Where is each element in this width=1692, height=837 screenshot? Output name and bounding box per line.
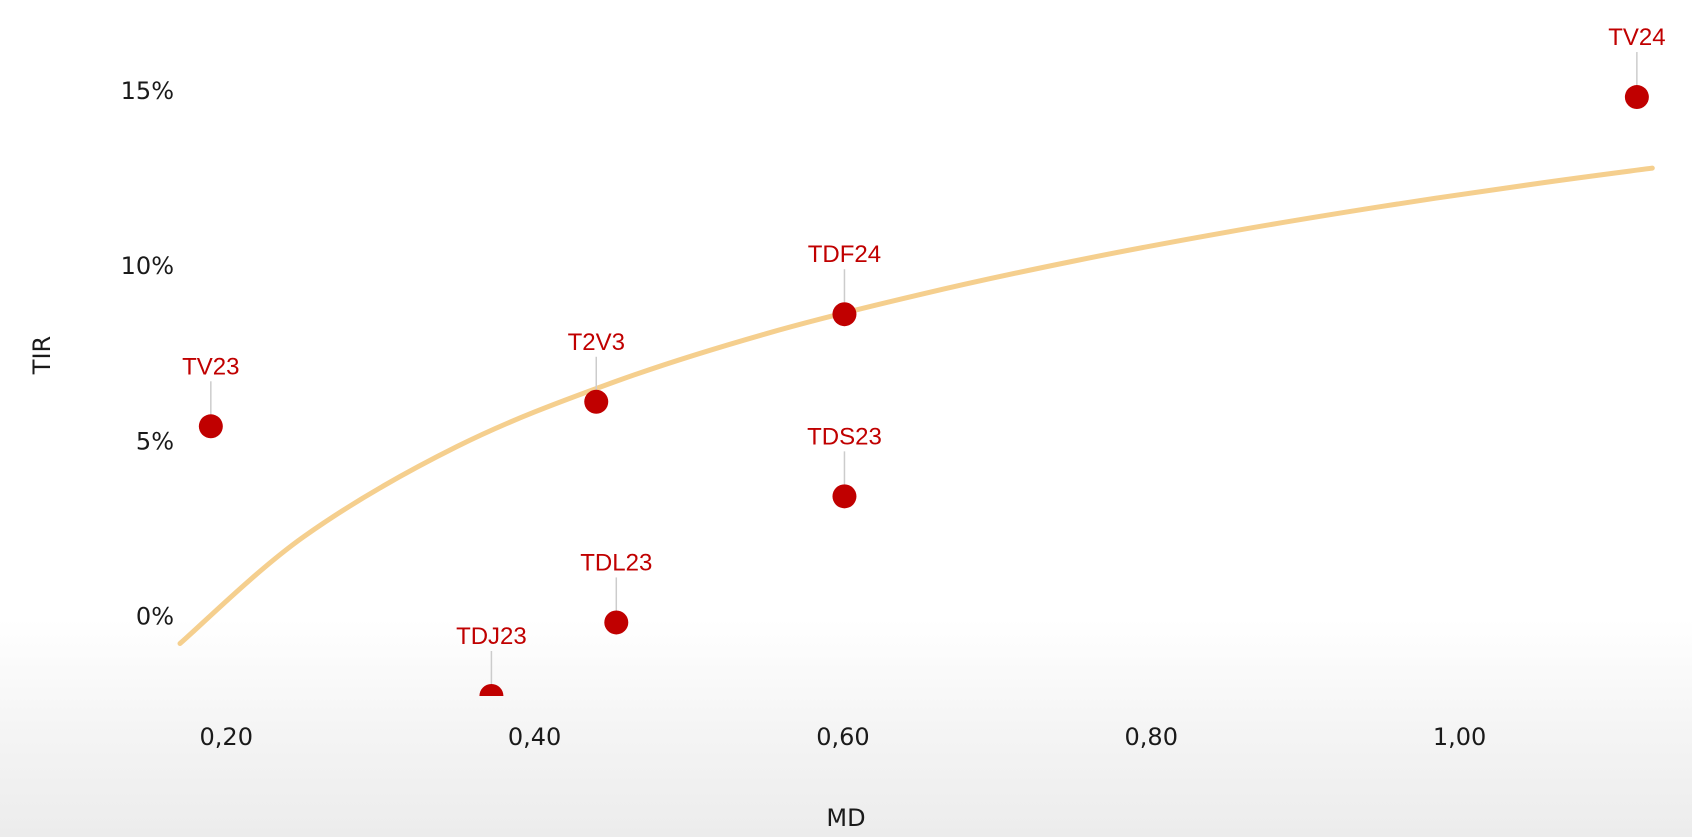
x-tick-label: 0,20 xyxy=(200,723,253,751)
x-tick-label: 0,80 xyxy=(1125,723,1178,751)
point-label: TDS23 xyxy=(807,423,882,450)
point-label: TV24 xyxy=(1608,24,1665,51)
trend-line xyxy=(177,165,1655,646)
data-point xyxy=(604,610,629,635)
x-axis-ticks: 0,20 0,40 0,60 0,80 1,00 xyxy=(200,723,1487,751)
y-axis-ticks: 0% 5% 10% 15% xyxy=(121,77,174,630)
y-tick-label: 10% xyxy=(121,252,174,280)
point-label: T2V3 xyxy=(568,329,625,356)
x-tick-label: 1,00 xyxy=(1433,723,1486,751)
y-tick-label: 15% xyxy=(121,77,174,105)
data-point xyxy=(832,302,857,327)
x-tick-label: 0,40 xyxy=(508,723,561,751)
data-point xyxy=(584,389,609,414)
y-tick-label: 5% xyxy=(136,427,174,455)
data-point xyxy=(1624,85,1649,110)
x-tick-label: 0,60 xyxy=(816,723,869,751)
data-point xyxy=(479,684,504,696)
point-label: TV23 xyxy=(182,353,239,380)
y-tick-label: 0% xyxy=(136,602,174,630)
data-points: TV23 TDJ23 T2V3 TDL23 TDF24 TDS23 TV24 xyxy=(182,24,1666,696)
data-point xyxy=(198,414,223,439)
point-label: TDJ23 xyxy=(456,623,527,650)
data-point xyxy=(832,484,857,509)
point-label: TDF24 xyxy=(808,241,881,268)
point-label: TDL23 xyxy=(580,549,652,576)
x-axis-title: MD xyxy=(826,804,865,832)
y-axis-title: TIR xyxy=(28,336,56,375)
